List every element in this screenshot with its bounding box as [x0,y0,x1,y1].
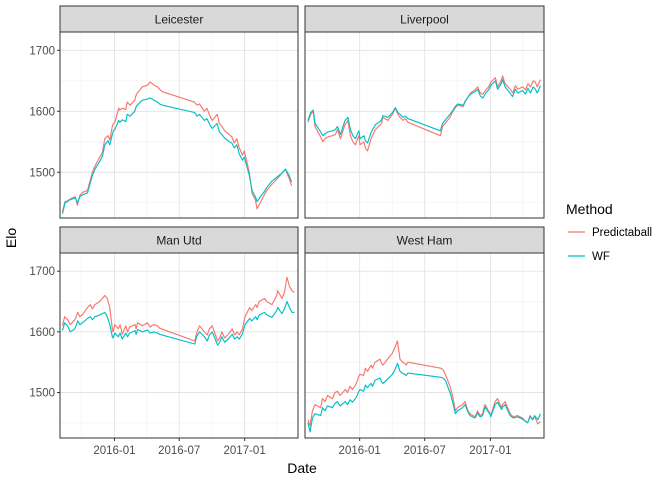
y-axis-title: Elo [3,228,19,248]
x-tick-label: 2016-07 [404,445,446,457]
series-line-wf [307,362,541,433]
series-line-predictaball [307,340,541,427]
x-tick-label: 2017-01 [469,445,511,457]
series-line-wf [61,97,293,214]
panel-title: West Ham [397,234,453,248]
panel-liverpool: Liverpool [304,5,545,219]
series-line-predictaball [61,81,293,213]
x-axis-title: Date [287,460,317,476]
panel-title: Liverpool [400,13,449,27]
panel-strip [304,226,545,254]
legend: Method Predictaball WF [566,201,652,266]
x-tick-label: 2017-01 [224,445,266,457]
panel-west-ham: West Ham 2016-01 2016-07 2017-01 [304,226,545,457]
y-tick-label: 1700 [29,45,55,57]
panel-leicester: Leicester 1500 1600 1700 [29,5,299,219]
panel-strip [59,5,299,33]
series-line-predictaball [61,276,295,342]
panel-strip [304,5,545,33]
y-tick-label: 1700 [29,266,55,278]
y-tick-label: 1600 [29,327,55,339]
panel-strip [59,226,299,254]
y-tick-label: 1500 [29,388,55,400]
panel-man-utd: Man Utd 1500 1600 1700 2016-01 2016-07 2017-01 [29,226,299,457]
chart-panels: Leicester 1500 1600 1700 Liverpool Man Utd 150… [29,5,545,457]
x-tick-label: 2016-01 [93,445,135,457]
series-line-predictaball [307,75,541,152]
legend-label: WF [592,251,610,263]
legend-title: Method [566,201,613,217]
series-line-wf [61,300,295,346]
x-tick-label: 2016-07 [158,445,200,457]
y-tick-label: 1500 [29,167,55,179]
panel-title: Leicester [155,13,204,27]
legend-label: Predictaball [592,227,652,239]
y-tick-label: 1600 [29,106,55,118]
series-line-wf [307,79,541,144]
x-tick-label: 2016-01 [339,445,381,457]
panel-title: Man Utd [156,234,201,248]
